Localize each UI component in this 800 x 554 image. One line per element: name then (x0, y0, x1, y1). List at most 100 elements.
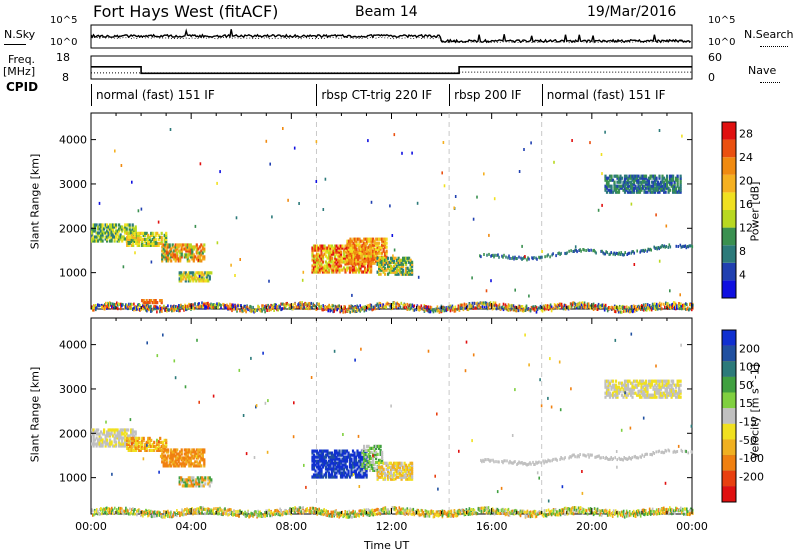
heatmap-cell (323, 248, 326, 252)
heatmap-cell (531, 305, 534, 309)
heatmap-cell (186, 306, 188, 310)
heatmap-cell (131, 225, 134, 229)
heatmap-cell (362, 473, 365, 477)
heatmap-cell (363, 452, 366, 456)
heatmap-cell (339, 473, 343, 477)
heatmap-cell (656, 186, 660, 190)
heatmap-cell (408, 303, 411, 307)
velocity-data-cells (91, 332, 694, 519)
heatmap-cell (122, 428, 125, 432)
heatmap-cell (175, 306, 177, 310)
heatmap-cell (658, 129, 661, 132)
heatmap-cell (353, 471, 356, 475)
heatmap-cell (154, 446, 157, 450)
heatmap-cell (346, 243, 349, 247)
heatmap-cell (101, 303, 103, 307)
heatmap-cell (524, 305, 527, 309)
heatmap-cell (676, 306, 678, 310)
heatmap-cell (118, 436, 121, 440)
heatmap-cell (487, 458, 489, 461)
heatmap-cell (92, 434, 95, 438)
heatmap-cell (635, 393, 639, 397)
heatmap-cell (355, 249, 358, 253)
heatmap-cell (303, 305, 305, 309)
heatmap-cell (530, 141, 532, 145)
heatmap-cell (106, 235, 109, 239)
heatmap-cell (666, 176, 669, 180)
heatmap-cell (408, 270, 411, 274)
heatmap-cell (411, 467, 414, 471)
nsearch-legend-line (760, 46, 788, 47)
heatmap-cell (330, 469, 334, 473)
heatmap-cell (623, 308, 626, 312)
heatmap-cell (350, 251, 354, 255)
heatmap-cell (381, 251, 384, 255)
heatmap-cell (156, 301, 159, 305)
heatmap-cell (665, 301, 667, 305)
heatmap-cell (413, 308, 416, 312)
heatmap-cell (502, 255, 504, 259)
heatmap-cell (625, 395, 628, 399)
heatmap-cell (252, 305, 254, 309)
heatmap-cell (370, 241, 373, 245)
heatmap-cell (165, 456, 168, 460)
heatmap-cell (350, 253, 354, 257)
heatmap-cell (201, 452, 204, 456)
heatmap-cell (658, 387, 661, 391)
heatmap-cell (116, 436, 119, 440)
heatmap-cell (333, 451, 337, 455)
heatmap-cell (676, 393, 679, 397)
heatmap-cell (592, 302, 595, 306)
heatmap-cell (669, 180, 672, 184)
heatmap-cell (329, 465, 332, 469)
heatmap-cell (130, 239, 133, 243)
heatmap-cell (579, 248, 581, 252)
heatmap-cell (573, 305, 576, 309)
heatmap-cell (595, 307, 598, 311)
heatmap-cell (578, 249, 580, 252)
heatmap-cell (634, 391, 637, 395)
heatmap-cell (344, 268, 347, 272)
heatmap-cell (622, 458, 624, 462)
heatmap-cell (364, 245, 367, 249)
heatmap-cell (675, 391, 678, 395)
heatmap-cell (390, 264, 393, 268)
heatmap-cell (318, 270, 322, 274)
heatmap-cell (394, 467, 397, 471)
heatmap-cell (408, 471, 411, 475)
heatmap-cell (317, 461, 320, 465)
heatmap-cell (333, 244, 337, 248)
heatmap-cell (197, 464, 200, 468)
heatmap-cell (637, 456, 639, 460)
heatmap-cell (341, 451, 344, 455)
heatmap-cell (133, 231, 136, 235)
heatmap-cell (317, 463, 320, 467)
heatmap-cell (198, 460, 201, 464)
heatmap-cell (186, 255, 189, 259)
heatmap-cell (668, 243, 671, 247)
heatmap-cell (649, 383, 652, 387)
heatmap-cell (560, 302, 563, 306)
heatmap-cell (352, 253, 355, 257)
heatmap-cell (285, 302, 287, 306)
heatmap-cell (632, 190, 636, 194)
heatmap-cell (163, 438, 166, 442)
heatmap-cell (167, 259, 170, 263)
heatmap-cell (673, 304, 675, 308)
heatmap-cell (351, 270, 355, 274)
heatmap-cell (160, 299, 163, 303)
heatmap-cell (388, 262, 391, 266)
heatmap-cell (124, 509, 126, 513)
heatmap-cell (516, 463, 518, 466)
heatmap-cell (347, 451, 350, 455)
heatmap-cell (607, 180, 610, 184)
heatmap-cell (196, 478, 199, 482)
heatmap-cell (187, 304, 189, 308)
heatmap-cell (626, 182, 630, 186)
heatmap-cell (375, 255, 378, 259)
heatmap-cell (304, 303, 306, 307)
heatmap-cell (668, 304, 670, 308)
heatmap-cell (341, 449, 344, 453)
heatmap-cell (150, 444, 153, 448)
heatmap-cell (326, 467, 329, 471)
